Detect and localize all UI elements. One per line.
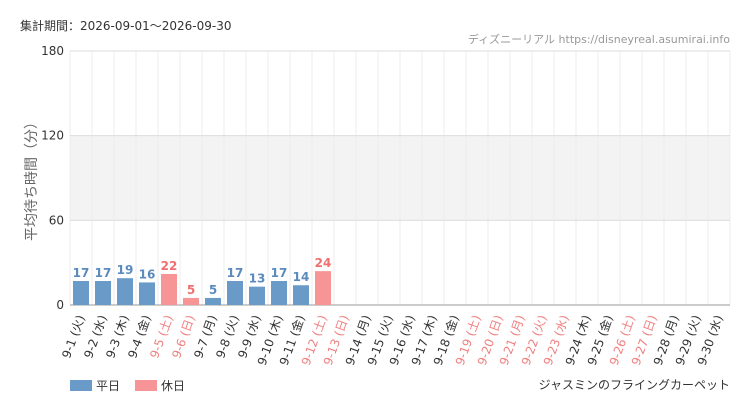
bar bbox=[161, 273, 177, 305]
source: ディズニーリアル https://disneyreal.asumirai.inf… bbox=[468, 32, 730, 46]
bar bbox=[205, 297, 221, 305]
value-label: 17 bbox=[95, 266, 112, 280]
bar bbox=[249, 286, 265, 305]
value-label: 19 bbox=[117, 263, 134, 277]
bar bbox=[139, 282, 155, 305]
value-label: 17 bbox=[73, 266, 90, 280]
y-tick-label: 0 bbox=[56, 298, 64, 312]
legend-label: 休日 bbox=[161, 379, 185, 393]
value-label: 22 bbox=[161, 259, 178, 273]
bar bbox=[293, 285, 309, 305]
legend-swatch bbox=[70, 380, 92, 391]
y-tick-label: 60 bbox=[49, 213, 64, 227]
attraction-name: ジャスミンのフライングカーペット bbox=[539, 378, 730, 392]
bar bbox=[73, 281, 89, 305]
value-label: 16 bbox=[139, 267, 156, 281]
y-tick-label: 120 bbox=[41, 129, 64, 143]
bar bbox=[227, 281, 243, 305]
y-tick-label: 180 bbox=[41, 44, 64, 58]
bar bbox=[183, 297, 199, 305]
value-label: 5 bbox=[187, 283, 195, 297]
bar bbox=[315, 271, 331, 305]
value-label: 17 bbox=[271, 266, 288, 280]
value-label: 17 bbox=[227, 266, 244, 280]
y-axis-label: 平均待ち時間（分） bbox=[24, 115, 40, 241]
value-label: 14 bbox=[293, 270, 310, 284]
bar bbox=[117, 278, 133, 305]
value-label: 5 bbox=[209, 283, 217, 297]
subtitle: 集計期間：2026-09-01～2026-09-30 bbox=[20, 18, 231, 33]
value-label: 13 bbox=[249, 272, 266, 286]
legend-swatch bbox=[135, 380, 157, 391]
bar bbox=[271, 281, 287, 305]
legend-label: 平日 bbox=[96, 379, 120, 393]
value-label: 24 bbox=[315, 256, 332, 270]
bar bbox=[95, 281, 111, 305]
